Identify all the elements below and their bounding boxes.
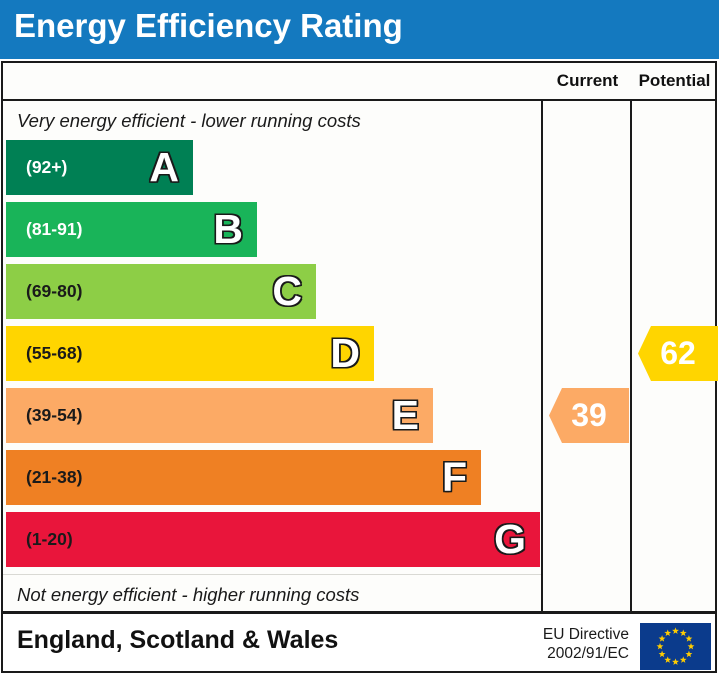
title-bar: Energy Efficiency Rating: [0, 0, 719, 59]
band-letter-g: G: [493, 515, 527, 563]
column-divider-2: [630, 101, 632, 613]
directive-line-1: EU Directive: [542, 626, 629, 643]
column-header-potential: Potential: [638, 71, 711, 90]
current-rating-badge: 39: [549, 388, 629, 443]
directive-line-2: 2002/91/EC: [547, 645, 629, 662]
band-a: (92+) A: [6, 140, 193, 195]
band-letter-f: F: [441, 453, 468, 501]
chart-grid: Current Potential Very energy efficient …: [1, 61, 718, 613]
band-letter-d: D: [329, 329, 361, 377]
footer-bar: England, Scotland & Wales EU Directive 2…: [1, 612, 717, 673]
band-range-a: (92+): [26, 157, 68, 177]
footer-directive-label: EU Directive 2002/91/EC: [509, 625, 629, 663]
page-title: Energy Efficiency Rating: [14, 7, 403, 44]
column-header-row: Current Potential: [3, 63, 715, 101]
band-range-d: (55-68): [26, 343, 83, 363]
band-letter-a: A: [148, 143, 180, 191]
band-range-f: (21-38): [26, 467, 83, 487]
column-header-current: Current: [556, 71, 619, 90]
band-range-e: (39-54): [26, 405, 83, 425]
potential-rating-value: 62: [660, 335, 696, 371]
band-range-c: (69-80): [26, 281, 83, 301]
band-b: (81-91) B: [6, 202, 257, 257]
column-divider-1: [541, 101, 543, 613]
eu-flag-icon: [640, 623, 711, 670]
band-f: (21-38) F: [6, 450, 481, 505]
band-c: (69-80) C: [6, 264, 316, 319]
band-range-g: (1-20): [26, 529, 73, 549]
current-rating-value: 39: [571, 397, 607, 433]
band-letter-e: E: [391, 391, 421, 439]
band-range-b: (81-91): [26, 219, 83, 239]
band-d: (55-68) D: [6, 326, 374, 381]
band-e: (39-54) E: [6, 388, 433, 443]
caption-inefficient: Not energy efficient - higher running co…: [3, 574, 541, 613]
footer-region-label: England, Scotland & Wales: [17, 626, 339, 654]
band-list: (92+) A (81-91) B (69-80) C (55-68) D (39-54) E (2…: [6, 140, 540, 574]
potential-rating-badge: 62: [638, 326, 718, 381]
caption-efficient: Very energy efficient - lower running co…: [17, 110, 361, 131]
band-g: (1-20) G: [6, 512, 540, 567]
band-letter-c: C: [271, 267, 303, 315]
band-letter-b: B: [212, 205, 244, 253]
